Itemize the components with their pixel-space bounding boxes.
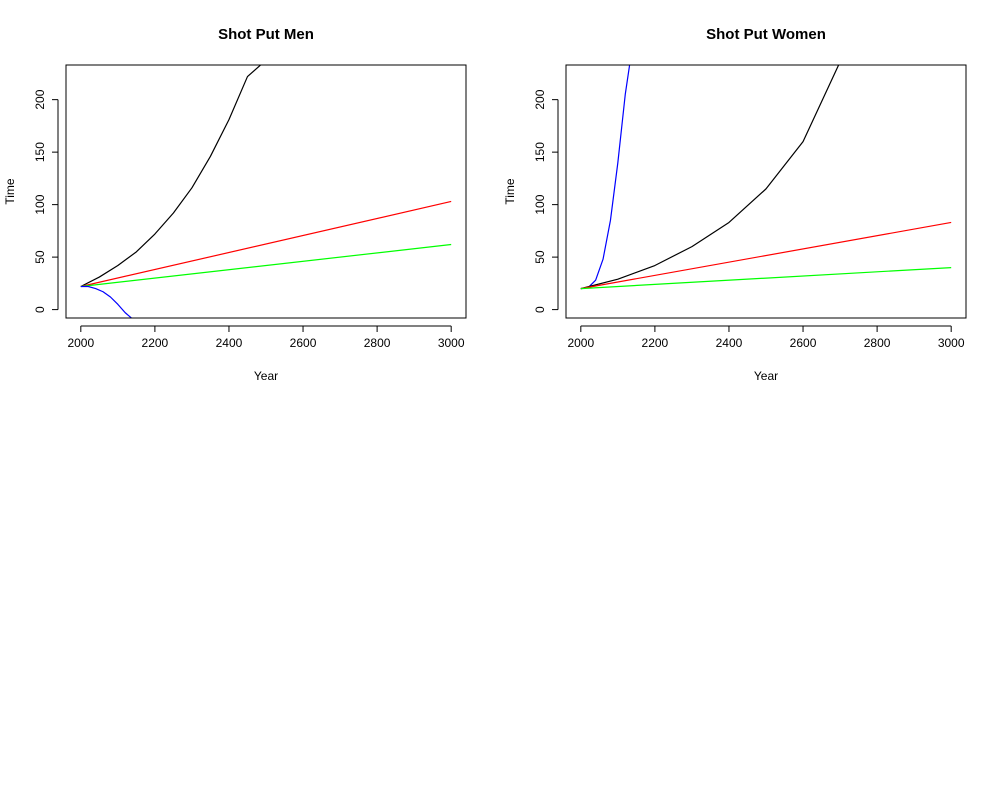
x-tick-label: 2200 — [642, 336, 669, 350]
series-group — [580, 65, 952, 290]
chart-panel-2: 2000 2200 2400 2600 2800 3000 0 50 100 150 200 Shot… — [503, 26, 967, 383]
x-tick-label: 2000 — [567, 336, 594, 350]
y-tick-label: 50 — [533, 250, 547, 264]
series-group — [80, 65, 452, 318]
x-tick-label: 2800 — [364, 336, 391, 350]
y-tick-label: 50 — [33, 250, 47, 264]
chart-title: Shot Put Women — [706, 26, 826, 43]
x-tick-label: 3000 — [438, 336, 465, 350]
series-line-3 — [80, 243, 452, 288]
series-line-2 — [580, 65, 840, 290]
y-tick-label: 100 — [533, 194, 547, 214]
plot-frame — [65, 64, 467, 319]
y-axis-label: Time — [503, 178, 517, 205]
series-line-1 — [580, 65, 631, 290]
y-tick-label: 0 — [33, 306, 47, 313]
x-tick-label: 2800 — [864, 336, 891, 350]
series-line-4 — [80, 285, 133, 318]
x-tick-label: 3000 — [938, 336, 965, 350]
y-tick-label: 200 — [533, 89, 547, 109]
series-line-3 — [580, 221, 952, 290]
y-tick-label: 0 — [533, 306, 547, 313]
plot-frame — [565, 64, 967, 319]
series-line-1 — [80, 65, 262, 288]
x-tick-label: 2600 — [790, 336, 817, 350]
x-tick-label: 2400 — [216, 336, 243, 350]
y-tick-label: 150 — [533, 142, 547, 162]
series-line-4 — [580, 267, 952, 290]
series-line-2 — [80, 200, 452, 288]
x-axis-label: Year — [254, 369, 278, 383]
y-tick-label: 100 — [33, 194, 47, 214]
y-tick-label: 150 — [33, 142, 47, 162]
x-tick-label: 2200 — [142, 336, 169, 350]
y-axis-label: Time — [3, 178, 17, 205]
x-tick-label: 2400 — [716, 336, 743, 350]
x-tick-label: 2000 — [67, 336, 94, 350]
chart-panel-1: 2000 2200 2400 2600 2800 3000 0 50 100 150 200 Shot… — [3, 26, 467, 383]
x-axis-label: Year — [754, 369, 778, 383]
y-tick-label: 200 — [33, 89, 47, 109]
x-tick-label: 2600 — [290, 336, 317, 350]
chart-title: Shot Put Men — [218, 26, 314, 43]
